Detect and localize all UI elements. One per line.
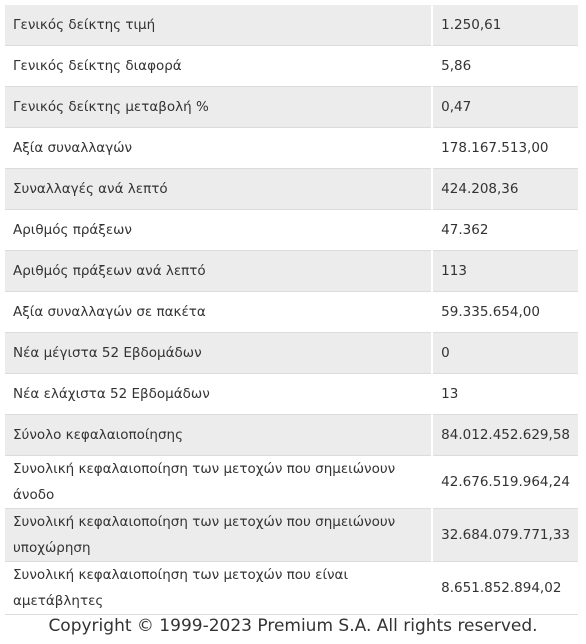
- value-cell: 32.684.079.771,33: [431, 508, 578, 562]
- table-row: Συνολική κεφαλαιοποίηση των μετοχών που …: [5, 508, 578, 562]
- table-row: Συνολική κεφαλαιοποίηση των μετοχών που …: [5, 561, 578, 615]
- stats-table: Γενικός δείκτης τιμή 1.250,61 Γενικός δείκ…: [5, 5, 578, 615]
- label-cell: Αξία συναλλαγών σε πακέτα: [5, 291, 433, 333]
- label-cell: Νέα ελάχιστα 52 Εβδομάδων: [5, 373, 433, 415]
- value-cell: 113: [431, 250, 578, 292]
- label-cell: Γενικός δείκτης διαφορά: [5, 45, 433, 87]
- label-cell: Αξία συναλλαγών: [5, 127, 433, 169]
- table-row: Αξία συναλλαγών σε πακέτα 59.335.654,00: [5, 291, 578, 333]
- copyright: Copyright © 1999-2023 Premium S.A. All r…: [48, 616, 538, 636]
- label-cell: Νέα μέγιστα 52 Εβδομάδων: [5, 332, 433, 374]
- table-row: Αριθμός πράξεων 47.362: [5, 209, 578, 251]
- table-row: Σύνολο κεφαλαιοποίησης 84.012.452.629,58: [5, 414, 578, 456]
- value-cell: 424.208,36: [431, 168, 578, 210]
- value-cell: 47.362: [431, 209, 578, 251]
- value-cell: 5,86: [431, 45, 578, 87]
- label-cell: Συνολική κεφαλαιοποίηση των μετοχών που …: [5, 508, 433, 562]
- table-row: Γενικός δείκτης μεταβολή % 0,47: [5, 86, 578, 128]
- table-row: Νέα μέγιστα 52 Εβδομάδων 0: [5, 332, 578, 374]
- value-cell: 13: [431, 373, 578, 415]
- value-cell: 178.167.513,00: [431, 127, 578, 169]
- value-cell: 42.676.519.964,24: [431, 455, 578, 509]
- value-cell: 1.250,61: [431, 5, 578, 46]
- value-cell: 59.335.654,00: [431, 291, 578, 333]
- label-cell: Συνολική κεφαλαιοποίηση των μετοχών που …: [5, 455, 433, 509]
- label-cell: Σύνολο κεφαλαιοποίησης: [5, 414, 433, 456]
- value-cell: 0,47: [431, 86, 578, 128]
- table-row: Γενικός δείκτης διαφορά 5,86: [5, 45, 578, 87]
- value-cell: 84.012.452.629,58: [431, 414, 578, 456]
- label-cell: Συνολική κεφαλαιοποίηση των μετοχών που …: [5, 561, 433, 615]
- label-cell: Αριθμός πράξεων ανά λεπτό: [5, 250, 433, 292]
- table-row: Συνολική κεφαλαιοποίηση των μετοχών που …: [5, 455, 578, 509]
- table-row: Συναλλαγές ανά λεπτό 424.208,36: [5, 168, 578, 210]
- table-row: Αξία συναλλαγών 178.167.513,00: [5, 127, 578, 169]
- table-row: Γενικός δείκτης τιμή 1.250,61: [5, 5, 578, 46]
- value-cell: 8.651.852.894,02: [431, 561, 578, 615]
- value-cell: 0: [431, 332, 578, 374]
- table-row: Νέα ελάχιστα 52 Εβδομάδων 13: [5, 373, 578, 415]
- label-cell: Συναλλαγές ανά λεπτό: [5, 168, 433, 210]
- table-row: Αριθμός πράξεων ανά λεπτό 113: [5, 250, 578, 292]
- label-cell: Αριθμός πράξεων: [5, 209, 433, 251]
- label-cell: Γενικός δείκτης τιμή: [5, 5, 433, 46]
- label-cell: Γενικός δείκτης μεταβολή %: [5, 86, 433, 128]
